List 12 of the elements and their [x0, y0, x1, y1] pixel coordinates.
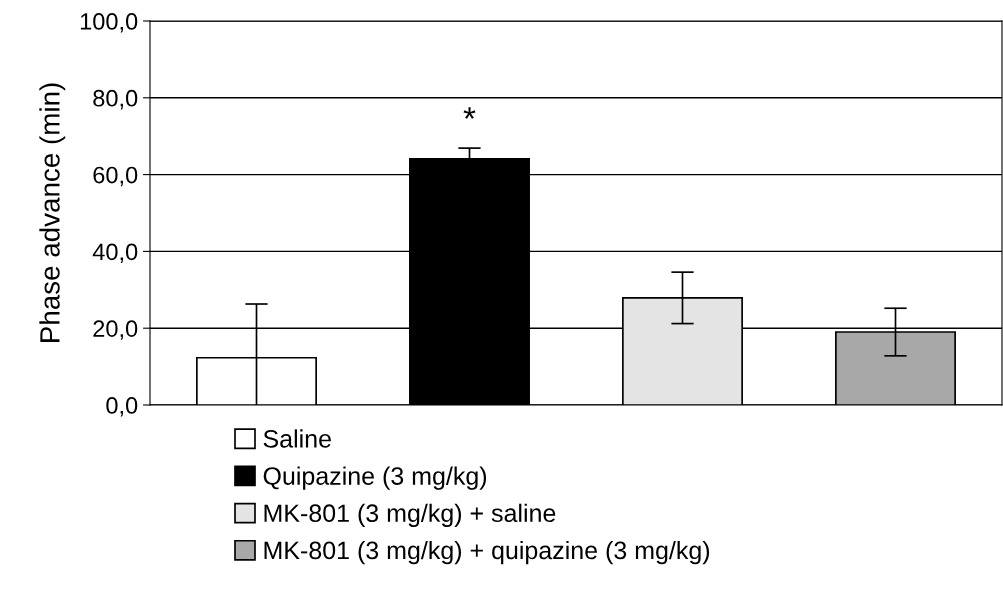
legend-label: MK-801 (3 mg/kg) + saline	[264, 503, 556, 528]
y-tick-label: 60,0	[93, 166, 138, 187]
y-tick-label: 0,0	[106, 397, 138, 417]
y-tick-label: 20,0	[93, 320, 138, 340]
y-tick-label: 40,0	[92, 243, 138, 263]
legend-label: MK-801 (3 mg/kg) + quipazine (3 mg/kg)	[264, 540, 710, 565]
legend-label: Quipazine (3 mg/kg)	[263, 466, 487, 490]
legend-label: Saline	[263, 429, 331, 448]
annotation: *	[463, 107, 476, 119]
y-tick-label: 100,0	[80, 13, 138, 33]
y-tick-label: 80,0	[93, 89, 138, 110]
y-axis-title: Phase advance (min)	[39, 83, 66, 342]
